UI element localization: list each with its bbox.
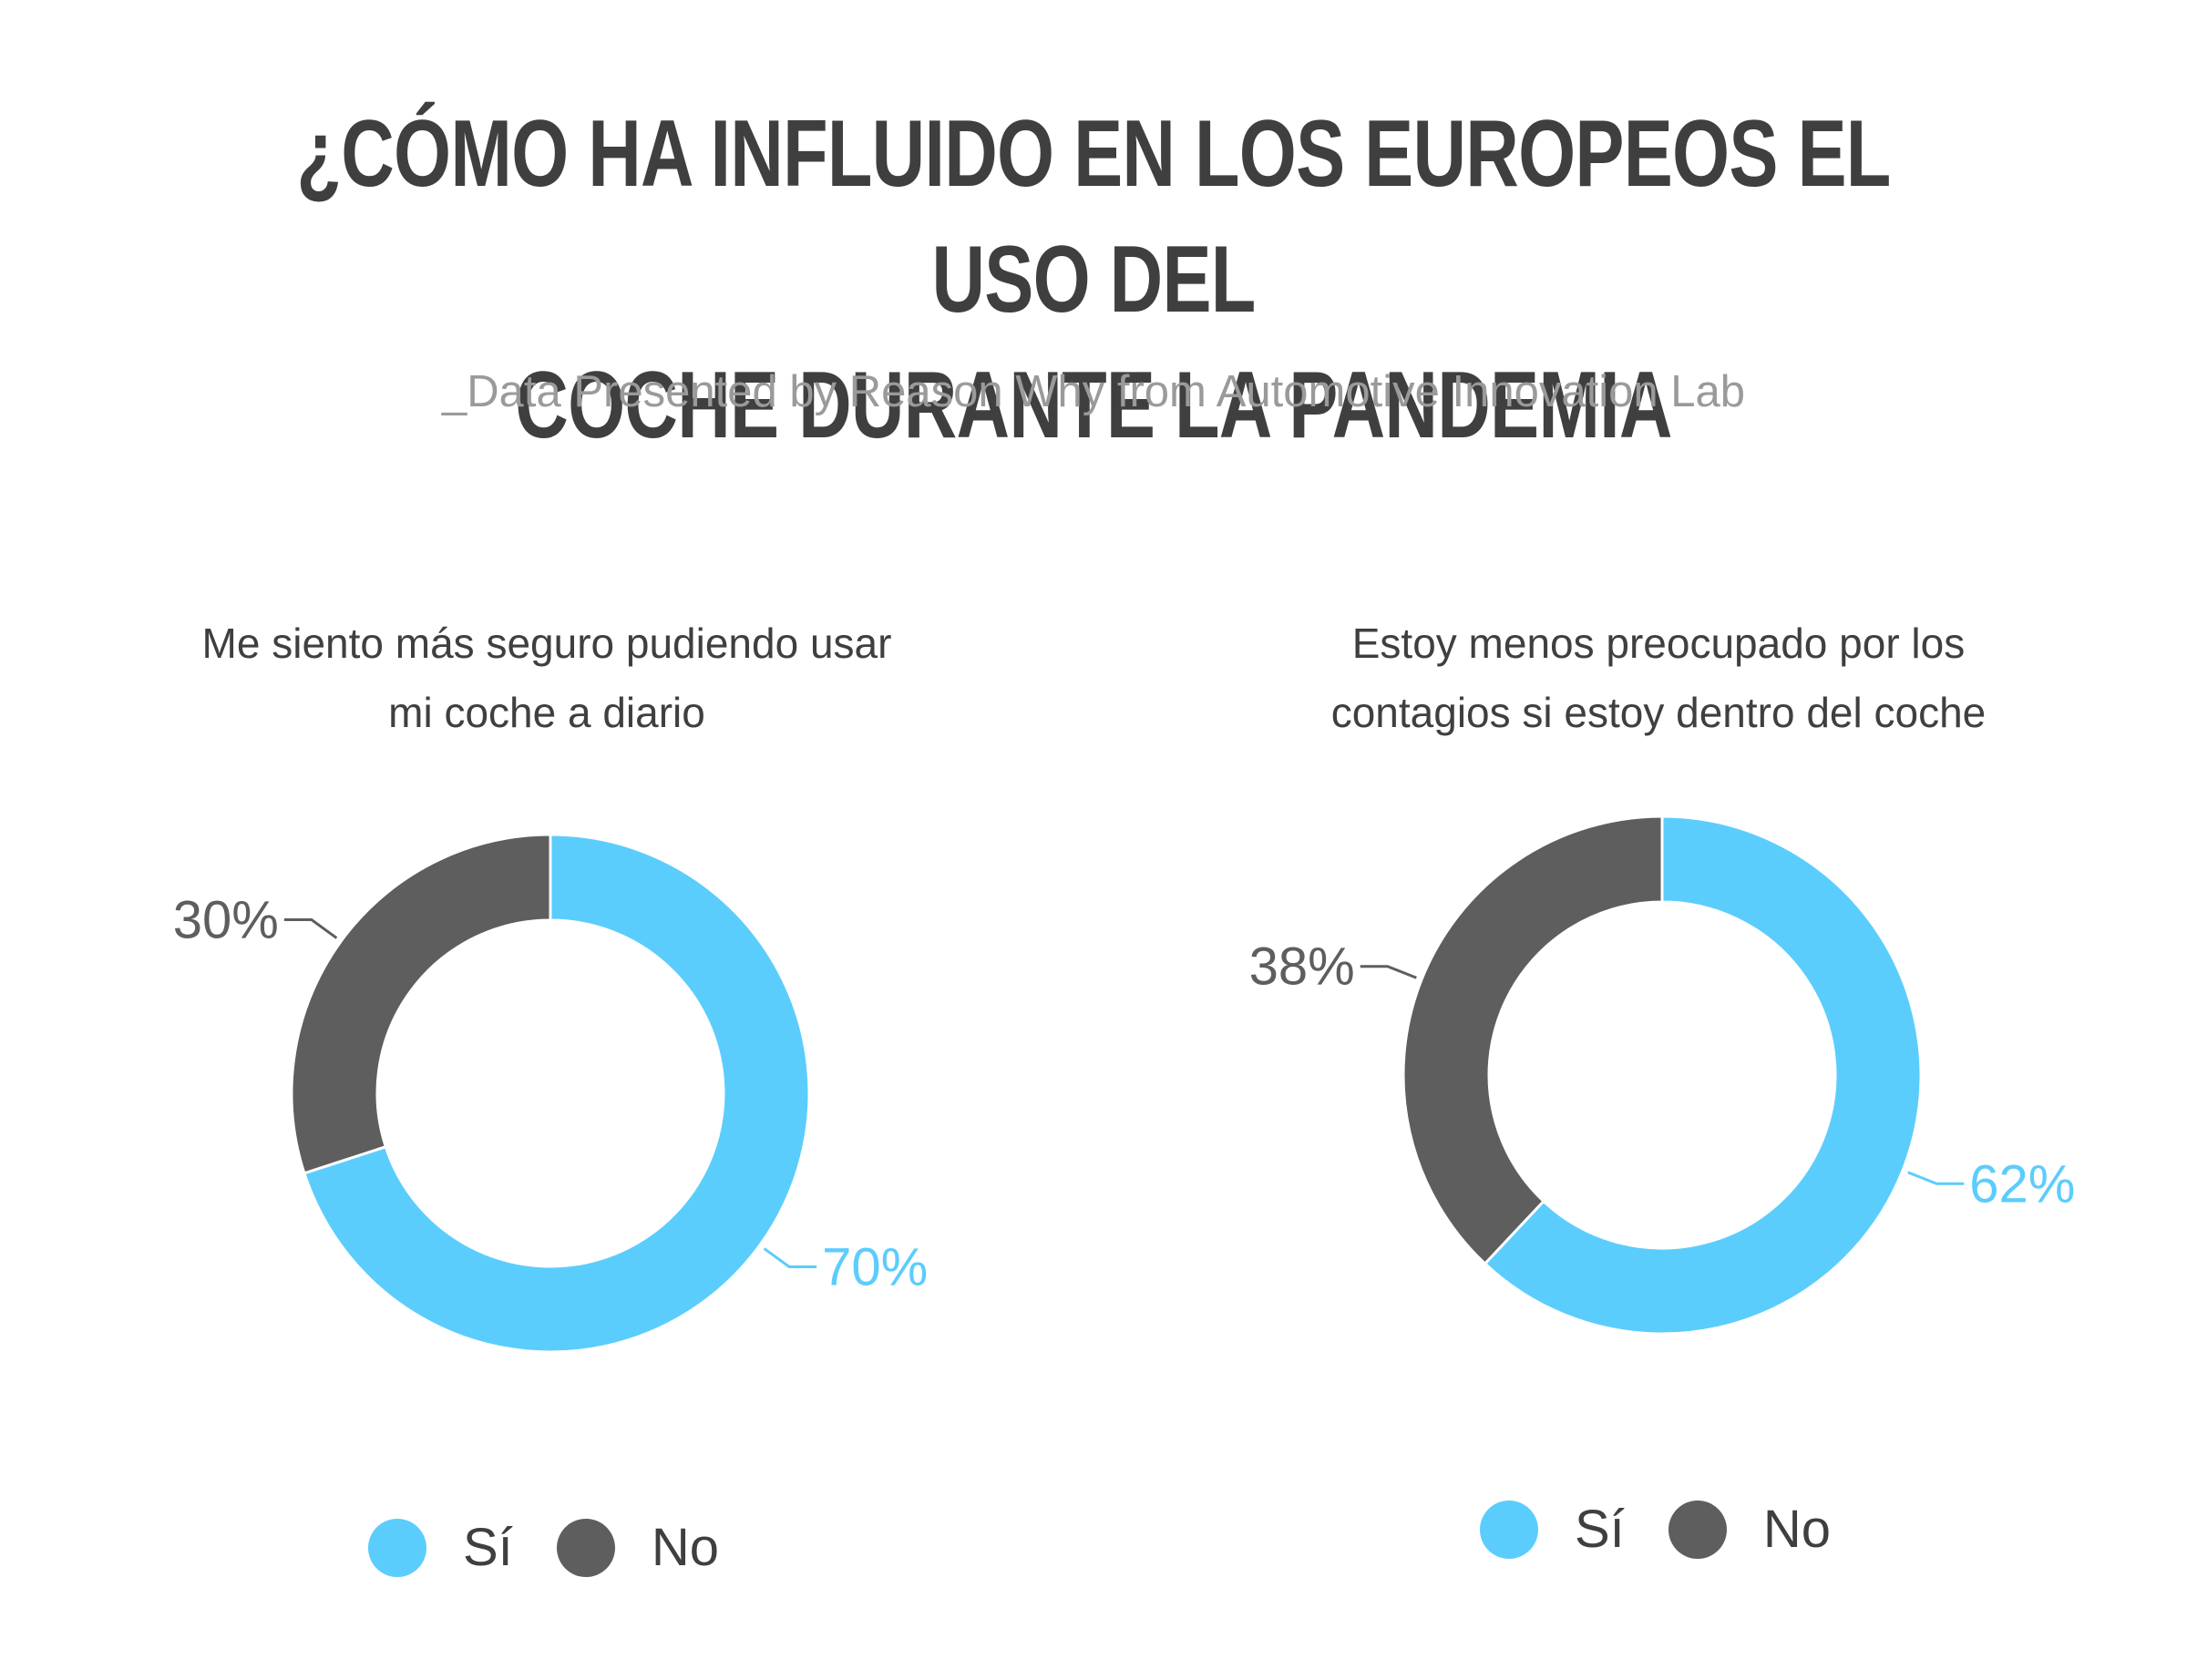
donut-slice-si	[303, 833, 811, 1354]
data-label-no: 38%	[1249, 937, 1355, 997]
chart-1-title-line-2: mi coche a diario	[388, 689, 705, 736]
legend-swatch-si	[1480, 1500, 1538, 1559]
chart-2-title-line-2: contagios si estoy dentro del coche	[1330, 689, 1987, 736]
page-title-line-1: ¿CÓMO HA INFLUIDO EN LOS EUROPEOS EL USO…	[296, 101, 1891, 333]
chart-2-title-line-1: Estoy menos preocupado por los	[1351, 620, 1966, 667]
legend-label-no: No	[1762, 1500, 1831, 1559]
page-title: ¿CÓMO HA INFLUIDO EN LOS EUROPEOS EL USO…	[241, 91, 1946, 468]
legend-label-no: No	[651, 1518, 719, 1577]
data-label-no: 30%	[173, 891, 279, 950]
donut-slice-no	[1402, 814, 1664, 1266]
page-title-line-2: COCHE DURANTE LA PANDEMIA	[515, 353, 1672, 458]
leader-line-no	[1360, 965, 1417, 979]
chart-1-legend: Sí No	[368, 1517, 763, 1578]
chart-2-title: Estoy menos preocupado por los contagios…	[1203, 609, 2114, 747]
legend-swatch-no	[556, 1518, 615, 1577]
data-label-si: 62%	[1969, 1154, 2075, 1214]
chart-1-legend-item-no: No	[556, 1517, 719, 1578]
chart-1-donut: 70% 30%	[173, 833, 928, 1354]
leader-line-si	[763, 1247, 817, 1268]
leader-line-no	[283, 918, 338, 939]
chart-1-title: Me siento más seguro pudiendo usar mi co…	[91, 609, 1002, 747]
legend-swatch-si	[368, 1518, 426, 1577]
chart-1-title-line-1: Me siento más seguro pudiendo usar	[201, 620, 892, 667]
chart-2-donut: 62% 38%	[1249, 814, 2075, 1336]
chart-2-legend-item-si: Sí	[1480, 1499, 1625, 1560]
data-label-si: 70%	[822, 1237, 928, 1296]
legend-swatch-no	[1668, 1500, 1727, 1559]
donut-slice-no	[290, 833, 552, 1175]
legend-label-si: Sí	[463, 1518, 513, 1577]
chart-1-legend-item-si: Sí	[368, 1517, 513, 1578]
leader-line-si	[1907, 1171, 1965, 1185]
page-subtitle: _Data Presented by Reason Why from Autom…	[442, 367, 1745, 416]
chart-2-legend: Sí No	[1480, 1499, 1874, 1560]
chart-2-legend-item-no: No	[1668, 1499, 1831, 1560]
legend-label-si: Sí	[1575, 1500, 1625, 1559]
donut-slice-si	[1483, 814, 1923, 1336]
